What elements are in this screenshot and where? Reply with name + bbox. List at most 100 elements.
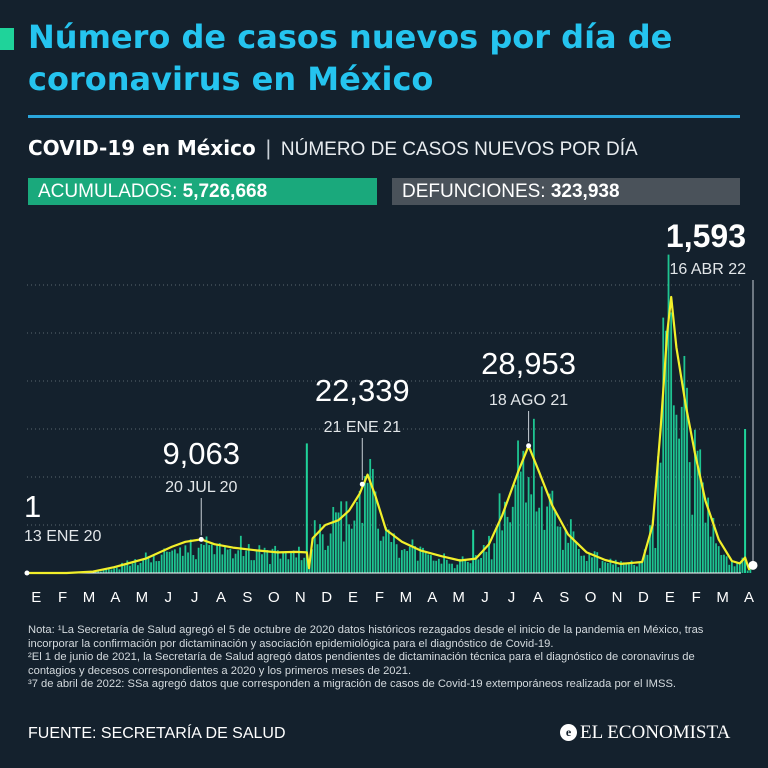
daily-bar — [208, 545, 211, 573]
daily-bar — [361, 522, 364, 573]
daily-bar — [598, 568, 601, 573]
daily-bar — [160, 554, 163, 573]
daily-bar — [659, 462, 662, 573]
daily-bar — [556, 526, 559, 573]
daily-bar — [192, 555, 195, 573]
logo-text: EL ECONOMISTA — [580, 722, 731, 743]
daily-bar — [664, 330, 667, 573]
daily-bar — [485, 551, 488, 573]
daily-bar — [298, 546, 300, 573]
daily-bar — [134, 559, 137, 573]
daily-bar — [271, 548, 274, 573]
x-tick-label: A — [744, 589, 754, 606]
daily-bar — [200, 543, 203, 573]
daily-bar — [527, 477, 530, 573]
daily-bar — [453, 568, 456, 573]
footnote-3: ³7 de abril de 2022: SSa agregó datos qu… — [28, 678, 677, 691]
daily-bar — [466, 562, 469, 573]
daily-bar — [490, 559, 493, 573]
daily-bar — [305, 443, 308, 573]
daily-bar — [633, 564, 636, 573]
daily-bar — [290, 552, 292, 573]
daily-bar — [612, 564, 614, 573]
daily-bar — [332, 506, 335, 573]
daily-bar — [707, 497, 710, 573]
daily-bar — [551, 490, 554, 573]
daily-bar — [345, 501, 348, 573]
x-tick-label: S — [242, 589, 252, 606]
daily-bar — [614, 559, 617, 573]
daily-bar — [245, 550, 248, 573]
daily-bar — [730, 561, 733, 573]
daily-bar — [224, 547, 226, 573]
daily-bar — [216, 544, 218, 573]
daily-bar — [601, 560, 604, 573]
daily-bar — [456, 564, 459, 573]
daily-bar — [519, 471, 522, 573]
daily-bar — [532, 418, 535, 573]
footnote-1: Nota: ¹La Secretaría de Salud agregó el … — [28, 624, 704, 650]
daily-bar — [649, 525, 651, 573]
daily-bar — [622, 562, 625, 573]
annotation-dot — [526, 443, 532, 449]
daily-bar — [723, 554, 725, 573]
daily-bar — [411, 539, 414, 573]
x-tick-label: N — [612, 589, 623, 606]
daily-bar — [414, 546, 416, 573]
logo-mark-icon: e — [560, 724, 577, 741]
x-tick-label: F — [375, 589, 384, 606]
annotation-value: 9,063 — [162, 436, 240, 471]
daily-bar — [596, 552, 599, 573]
subtitle-light: NÚMERO DE CASOS NUEVOS POR DÍA — [280, 139, 638, 160]
daily-bar — [572, 531, 575, 573]
daily-bar — [430, 555, 432, 573]
daily-bar — [279, 558, 282, 573]
annotation-value: 1 — [24, 489, 41, 524]
daily-bar — [749, 569, 752, 573]
daily-bar — [424, 552, 427, 573]
daily-bar — [514, 484, 517, 573]
x-tick-label: J — [191, 589, 199, 606]
daily-bar — [604, 562, 607, 573]
daily-bar — [567, 542, 570, 573]
daily-bar — [126, 560, 129, 573]
daily-bar — [691, 514, 694, 573]
x-tick-label: D — [321, 589, 332, 606]
daily-bar — [482, 545, 485, 573]
daily-bar — [530, 494, 533, 573]
daily-bar — [316, 544, 319, 573]
acumulados-value: 5,726,668 — [182, 181, 268, 202]
daily-bar — [181, 555, 184, 573]
daily-bar — [366, 482, 369, 573]
daily-bar — [110, 569, 113, 573]
annotation-value: 22,339 — [315, 373, 410, 408]
daily-bar — [591, 557, 593, 573]
daily-bar — [242, 556, 245, 573]
x-tick-label: F — [692, 589, 701, 606]
defunciones-value: 323,938 — [550, 181, 620, 202]
acumulados-label: ACUMULADOS: — [38, 181, 178, 202]
daily-bar — [651, 519, 654, 573]
chart-subtitle: COVID-19 en México | NÚMERO DE CASOS NUE… — [28, 136, 638, 161]
annotation-dot — [24, 570, 30, 576]
annotation-dot — [748, 560, 758, 570]
daily-bar — [546, 506, 548, 573]
daily-bar — [123, 565, 126, 573]
daily-bar — [337, 512, 340, 573]
daily-bar — [189, 539, 192, 573]
daily-bar — [509, 522, 512, 573]
x-tick-label: O — [268, 589, 280, 606]
daily-bar — [498, 493, 501, 573]
daily-bar — [686, 387, 688, 573]
daily-bar — [609, 558, 612, 573]
title-divider — [28, 115, 740, 118]
daily-bar — [575, 541, 578, 573]
daily-bar — [382, 536, 385, 573]
daily-bar — [517, 440, 519, 573]
daily-bar — [166, 551, 168, 573]
daily-bar — [709, 536, 712, 573]
daily-bar — [210, 544, 213, 573]
daily-bar — [255, 549, 258, 573]
daily-bar — [725, 556, 728, 573]
